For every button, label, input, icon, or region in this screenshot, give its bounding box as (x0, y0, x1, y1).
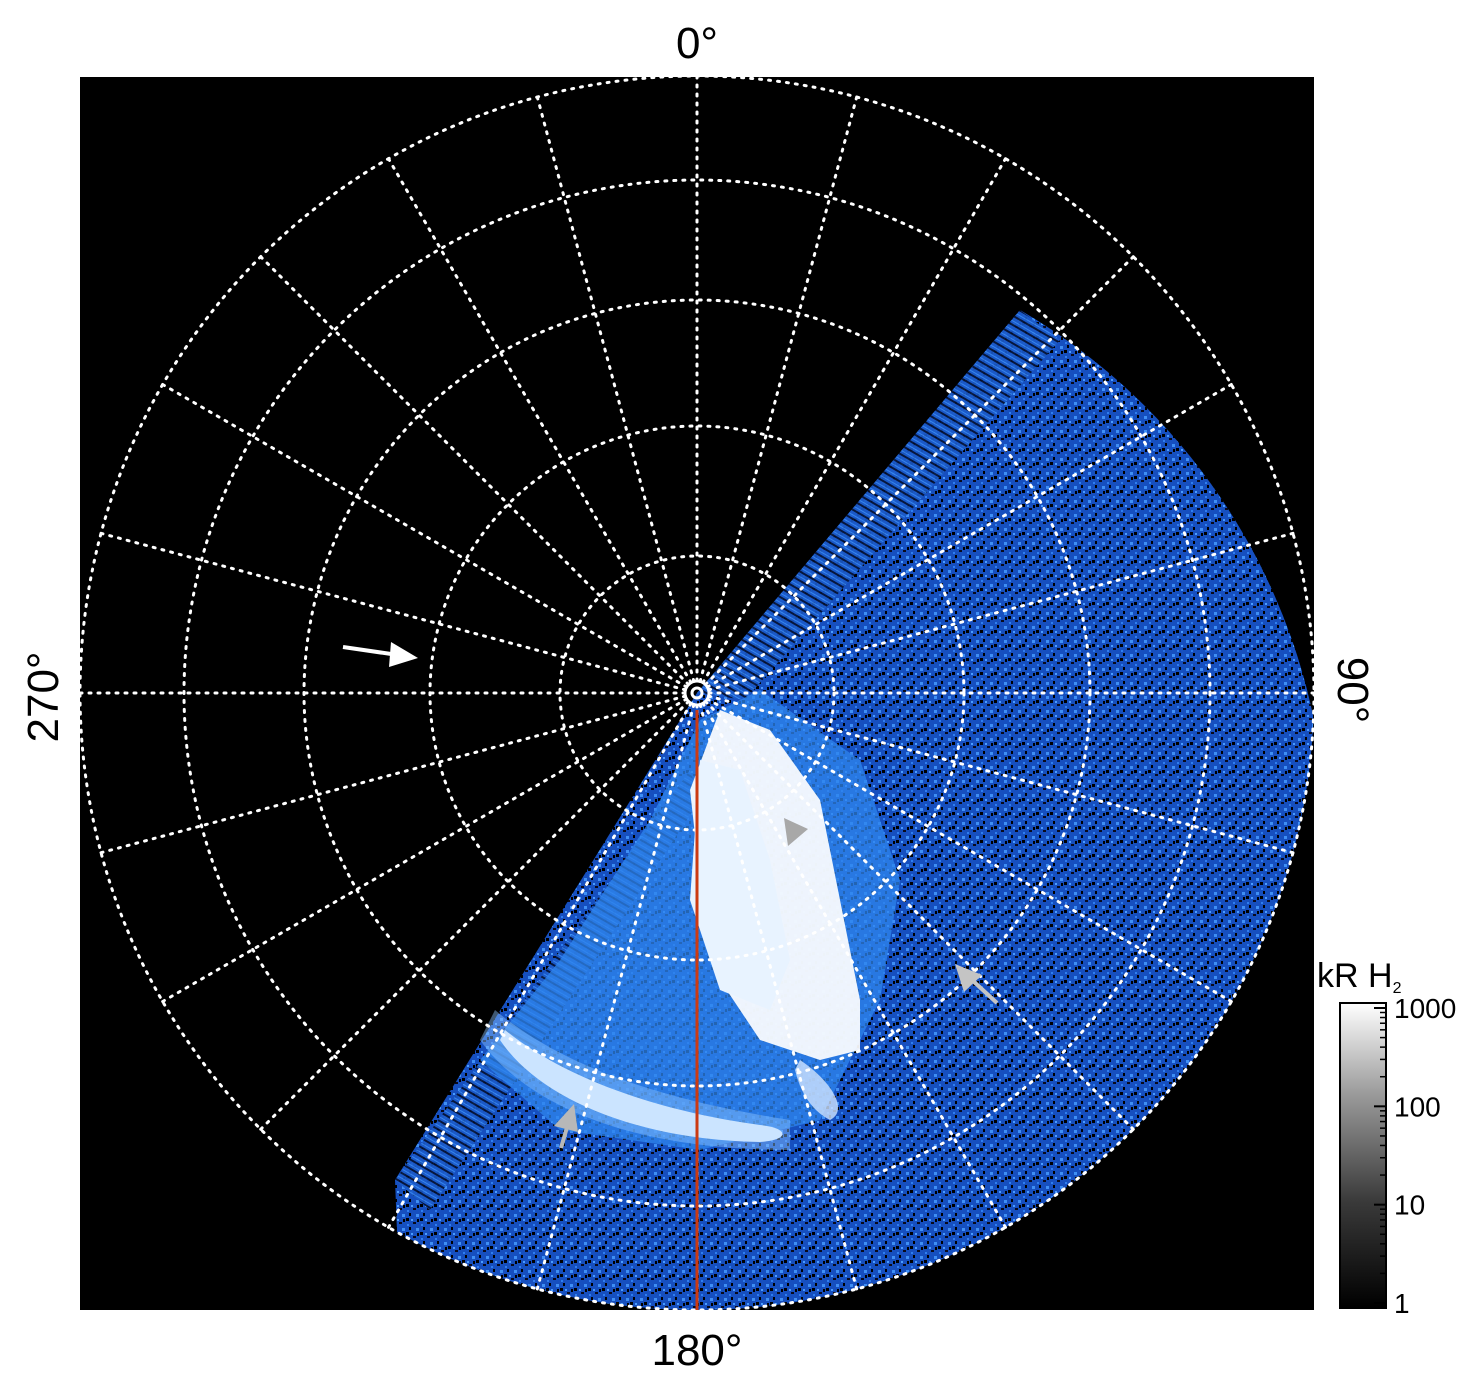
meridian-spoke (698, 95, 859, 683)
annotation-arrow-white (342, 642, 418, 667)
meridian-spoke (259, 255, 691, 687)
main-oval-glow (480, 1010, 790, 1150)
meridian-spoke (387, 701, 693, 1229)
meridian-spoke (698, 703, 859, 1291)
colorbar-tick-labels: 1000 100 10 1 (1394, 993, 1456, 1319)
meridian-spoke (707, 694, 1295, 855)
colorbar-title-subscript: 2 (1393, 980, 1402, 997)
meridian-spoke (703, 255, 1135, 687)
colorbar-title: kR H2 (1317, 957, 1402, 997)
annotation-arrow-grey-left (554, 1104, 578, 1149)
longitude-label-left: 270° (19, 651, 68, 742)
colorbar-major-ticks (1374, 1007, 1386, 1304)
colorbar-tick-label: 10 (1394, 1190, 1425, 1221)
meridian-spoke (705, 697, 1233, 1003)
colorbar-tick-label: 1000 (1394, 993, 1456, 1024)
colorbar: kR H2 1000 100 10 1 (1317, 957, 1456, 1319)
meridian-spoke (99, 531, 687, 692)
colorbar-tick-label: 100 (1394, 1091, 1441, 1122)
pole-marker (683, 679, 711, 707)
annotation-arrowhead-grey (784, 818, 808, 846)
polar-grid (80, 77, 1314, 1310)
meridian-spoke (703, 699, 1135, 1131)
main-auroral-oval (500, 1030, 783, 1142)
longitude-label-right: 90° (1328, 657, 1377, 724)
longitude-label-bottom: 180° (651, 1326, 742, 1375)
annotation-arrow-grey-right (955, 964, 999, 1005)
meridian-spoke (161, 383, 689, 689)
latitude-circle (182, 178, 1212, 1208)
meridian-spoke (387, 157, 693, 685)
meridian-spoke (705, 383, 1233, 689)
meridian-spoke (535, 95, 696, 683)
secondary-emission-arc (795, 1060, 839, 1120)
meridian-spoke (259, 699, 691, 1131)
longitude-label-top: 0° (676, 19, 718, 68)
meridian-spoke (535, 703, 696, 1291)
colorbar-tick-label: 1 (1394, 1288, 1410, 1319)
meridian-spoke (99, 694, 687, 855)
meridian-spoke (161, 697, 689, 1003)
meridian-spoke (707, 531, 1295, 692)
meridian-spoke (701, 701, 1007, 1229)
colorbar-minor-ticks (1380, 1011, 1386, 1275)
meridian-spoke (701, 157, 1007, 685)
colorbar-scale (1339, 1002, 1387, 1309)
